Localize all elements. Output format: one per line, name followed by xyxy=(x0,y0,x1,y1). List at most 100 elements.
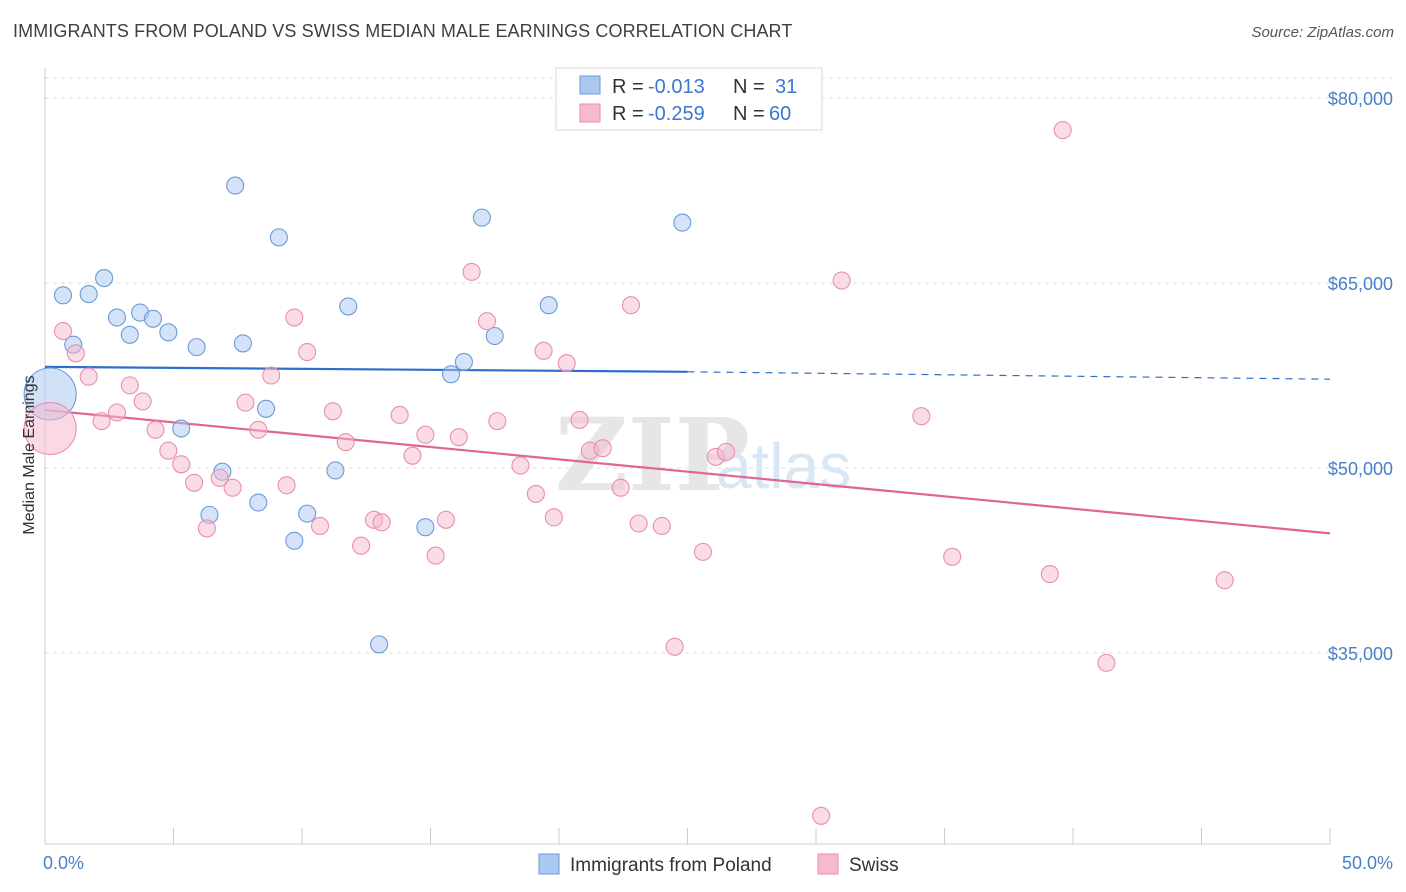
point-poland xyxy=(339,297,358,316)
point-swiss xyxy=(716,442,736,462)
bottom-legend-label-poland[interactable]: Immigrants from Poland xyxy=(570,855,772,876)
legend-swatch-poland xyxy=(579,75,601,95)
point-swiss xyxy=(426,546,445,565)
point-swiss xyxy=(462,262,481,281)
point-swiss xyxy=(557,354,576,373)
data-points xyxy=(23,121,1234,825)
legend-r-label-poland: R = xyxy=(612,76,644,98)
point-poland xyxy=(107,308,127,327)
trendline-poland-extension xyxy=(687,371,1331,380)
point-poland xyxy=(539,296,558,315)
point-poland xyxy=(269,228,288,247)
point-poland xyxy=(285,531,304,550)
point-swiss xyxy=(593,439,612,458)
y-tick-labels: $35,000 $50,000 $65,000 $80,000 xyxy=(1328,89,1393,664)
point-swiss xyxy=(621,296,641,315)
y-axis-label: Median Male Earnings xyxy=(21,375,38,534)
point-swiss xyxy=(236,393,255,412)
gridlines xyxy=(45,77,1392,654)
legend-r-value-poland: -0.013 xyxy=(648,76,705,98)
point-poland xyxy=(442,365,461,384)
point-swiss xyxy=(544,508,563,527)
point-swiss xyxy=(310,516,330,536)
bottom-legend-swatch-swiss[interactable] xyxy=(817,853,839,875)
point-swiss xyxy=(210,468,229,487)
point-swiss xyxy=(1053,121,1072,140)
y-tick-label: $50,000 xyxy=(1328,459,1393,479)
point-swiss xyxy=(534,341,553,360)
point-swiss xyxy=(1040,565,1059,584)
point-swiss xyxy=(172,455,191,474)
point-poland xyxy=(95,269,114,288)
legend-r-value-swiss: -0.259 xyxy=(648,103,705,125)
point-swiss xyxy=(943,547,962,566)
point-swiss xyxy=(570,410,589,429)
point-poland xyxy=(249,493,268,512)
point-swiss xyxy=(336,433,355,452)
point-swiss xyxy=(611,478,630,497)
axes xyxy=(44,68,1331,845)
point-swiss xyxy=(159,441,178,460)
point-swiss xyxy=(120,376,139,395)
point-swiss xyxy=(403,446,422,465)
x-tick-label-start: 0.0% xyxy=(43,853,84,873)
point-poland xyxy=(256,399,276,418)
watermark-atlas: atlas xyxy=(716,430,851,502)
bottom-legend: Immigrants from Poland Swiss xyxy=(538,853,899,876)
point-swiss xyxy=(832,271,851,290)
point-swiss xyxy=(812,806,831,825)
x-tick-label-end: 50.0% xyxy=(1342,853,1393,873)
point-swiss xyxy=(262,366,281,385)
point-swiss xyxy=(629,514,648,533)
point-poland xyxy=(472,208,491,227)
y-tick-label: $80,000 xyxy=(1328,89,1393,109)
legend: R = -0.013 N = 31 R = -0.259 N = 60 xyxy=(555,67,823,131)
chart-title: IMMIGRANTS FROM POLAND VS SWISS MEDIAN M… xyxy=(13,21,793,41)
point-swiss xyxy=(223,478,242,497)
point-poland xyxy=(454,352,473,371)
point-swiss xyxy=(146,420,165,439)
point-swiss xyxy=(652,516,671,536)
point-swiss xyxy=(23,401,77,456)
legend-swatch-swiss xyxy=(579,103,601,123)
point-swiss xyxy=(526,484,545,503)
point-poland xyxy=(79,285,98,304)
point-swiss xyxy=(390,405,409,425)
point-poland xyxy=(298,504,317,523)
y-tick-label: $65,000 xyxy=(1328,274,1393,294)
point-poland xyxy=(226,176,245,195)
bottom-legend-label-swiss[interactable]: Swiss xyxy=(849,855,899,876)
point-poland xyxy=(143,309,162,328)
point-swiss xyxy=(416,425,435,444)
point-swiss xyxy=(249,420,268,439)
bottom-legend-swatch-poland[interactable] xyxy=(538,853,560,875)
point-swiss xyxy=(133,392,152,411)
point-poland xyxy=(233,334,252,353)
point-swiss xyxy=(477,312,497,331)
point-swiss xyxy=(79,367,98,386)
legend-n-label-poland: N = xyxy=(733,76,765,98)
point-poland xyxy=(326,461,345,480)
point-swiss xyxy=(912,407,931,426)
point-poland xyxy=(673,213,692,232)
point-swiss xyxy=(372,513,391,532)
point-swiss xyxy=(107,403,127,422)
point-swiss xyxy=(285,308,304,327)
legend-n-value-swiss: 60 xyxy=(769,103,791,125)
point-swiss xyxy=(693,542,712,561)
point-swiss xyxy=(53,322,73,341)
point-poland xyxy=(485,326,504,346)
point-swiss xyxy=(185,473,204,492)
point-poland xyxy=(187,338,206,357)
point-swiss xyxy=(277,476,296,495)
y-tick-label: $35,000 xyxy=(1328,644,1393,664)
point-swiss xyxy=(92,412,111,431)
point-poland xyxy=(53,286,73,305)
point-swiss xyxy=(352,536,371,555)
legend-n-value-poland: 31 xyxy=(775,76,797,98)
point-swiss xyxy=(1097,653,1116,672)
point-swiss xyxy=(323,402,342,421)
point-swiss xyxy=(488,412,507,431)
source-label: Source: ZipAtlas.com xyxy=(1251,24,1394,41)
